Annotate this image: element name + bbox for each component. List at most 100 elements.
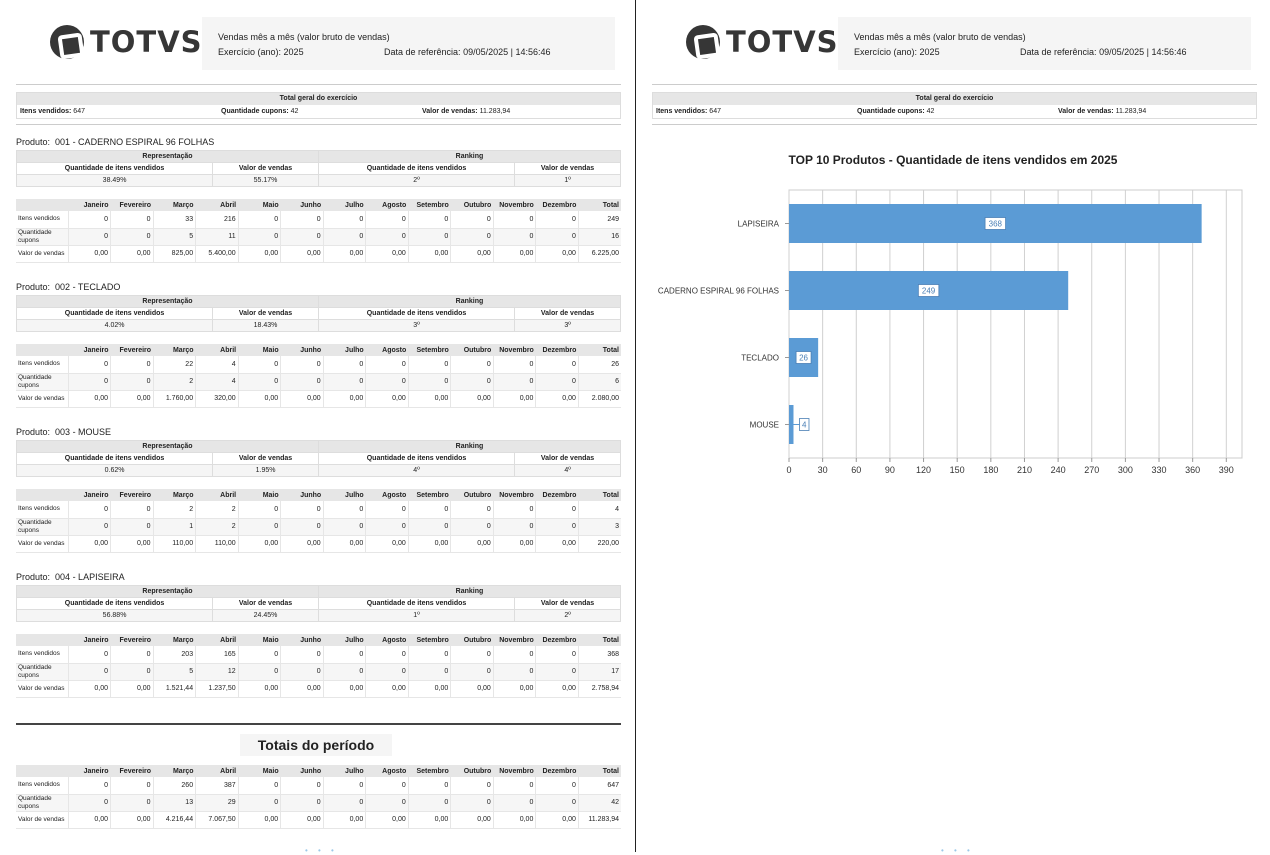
totvs-logo: TOTVS — [50, 25, 203, 59]
value-cell: 0 — [492, 777, 536, 795]
row-label: Quantidade cupons — [16, 373, 68, 391]
period-totals-title: Totais do período — [240, 734, 392, 756]
value-cell: 0 — [365, 518, 409, 536]
rank-qty: 4º — [317, 464, 516, 477]
value-cell: 0 — [365, 228, 409, 246]
totvs-logo-icon — [50, 25, 84, 59]
value-cell: 0 — [110, 501, 154, 519]
month-header: Dezembro — [535, 489, 579, 501]
value-cell: 0,00 — [407, 680, 451, 698]
month-header: Março — [153, 765, 196, 777]
month-header: Março — [153, 489, 196, 501]
data-label-box — [984, 217, 1006, 230]
value-cell: 0,00 — [407, 390, 451, 408]
monthly-table: Janeiro Fevereiro Março Abril Maio Junho Julho… — [16, 199, 621, 263]
value-cell: 0 — [535, 356, 579, 374]
table-row: Itens vendidos 0 0 260 387 0 0 0 0 0 0 0 0 647 — [16, 777, 621, 795]
value-cell: 0 — [535, 646, 579, 664]
ref-date-label: Data de referência: — [384, 47, 461, 57]
value-cell: 0,00 — [322, 390, 366, 408]
month-header: Agosto — [365, 765, 409, 777]
month-header: Agosto — [365, 344, 409, 356]
row-label: Quantidade cupons — [16, 518, 68, 536]
section-divider — [16, 723, 621, 725]
value-cell: 0,00 — [280, 811, 324, 829]
month-header: Dezembro — [535, 634, 579, 646]
page-indicator: • • • — [305, 846, 338, 855]
month-header: Maio — [238, 765, 281, 777]
month-header: Março — [153, 199, 196, 211]
value-cell: 0,00 — [110, 680, 154, 698]
value-cell: 6 — [577, 373, 621, 391]
product-title: Produto: 004 - LAPISEIRA — [16, 572, 125, 582]
value-cell: 0 — [535, 211, 579, 229]
month-header: Outubro — [450, 765, 494, 777]
value-cell: 1 — [152, 518, 196, 536]
totvs-logo: TOTVS — [686, 25, 839, 59]
value-cell: 0,00 — [492, 390, 536, 408]
month-header: Maio — [238, 199, 281, 211]
value-cell: 0 — [365, 373, 409, 391]
value-cell: 0,00 — [237, 390, 281, 408]
value-cell: 0,00 — [365, 535, 409, 553]
value-cell: 0 — [450, 211, 494, 229]
month-header: Fevereiro — [110, 344, 154, 356]
value-cell: 320,00 — [195, 390, 239, 408]
representation-header: Representação — [16, 585, 319, 598]
value-cell: 0,00 — [450, 811, 494, 829]
value-cell: 220,00 — [577, 535, 621, 553]
value-cell: 0,00 — [67, 811, 111, 829]
month-header: Julho — [323, 765, 366, 777]
month-header: Novembro — [493, 199, 536, 211]
product-name: 003 - MOUSE — [55, 427, 112, 437]
value-cell: 0,00 — [67, 680, 111, 698]
value-cell: 0 — [237, 228, 281, 246]
value-cell: 0 — [110, 646, 154, 664]
month-header: Novembro — [493, 765, 536, 777]
month-header: Dezembro — [535, 344, 579, 356]
data-label: 368 — [989, 220, 1003, 229]
month-header: Maio — [238, 634, 281, 646]
value-cell: 0 — [450, 646, 494, 664]
x-tick-label: 270 — [1084, 465, 1099, 475]
value-cell: 0,00 — [535, 245, 579, 263]
value-cell: 110,00 — [195, 535, 239, 553]
row-label: Quantidade cupons — [16, 663, 68, 681]
rep-value: 55.17% — [212, 174, 319, 187]
value-cell: 0,00 — [407, 535, 451, 553]
y-category-label: LAPISEIRA — [738, 220, 780, 229]
row-label: Itens vendidos — [16, 211, 68, 229]
report-title: Vendas mês a mês (valor bruto de vendas) — [854, 32, 1026, 42]
product-title: Produto: 003 - MOUSE — [16, 427, 111, 437]
month-header: Novembro — [493, 634, 536, 646]
value-cell: 0,00 — [535, 680, 579, 698]
value-cell: 0,00 — [110, 535, 154, 553]
summary-title: Total geral do exercício — [653, 93, 1256, 105]
corner-cell — [16, 344, 68, 356]
representation-header: Representação — [16, 295, 319, 308]
value-cell: 0,00 — [450, 680, 494, 698]
divider — [652, 124, 1257, 125]
row-label: Valor de vendas — [16, 390, 68, 408]
value-cell: 12 — [195, 663, 239, 681]
value-cell: 0 — [237, 501, 281, 519]
col-header: Valor de vendas — [212, 452, 319, 465]
rep-qty: 38.49% — [15, 174, 214, 187]
row-label: Itens vendidos — [16, 646, 68, 664]
value-cell: 0 — [535, 794, 579, 812]
value-cell: 0 — [322, 518, 366, 536]
page-indicator: • • • — [941, 846, 974, 855]
value-cell: 5 — [152, 663, 196, 681]
col-header: Valor de vendas — [514, 597, 621, 610]
product-title: Produto: 002 - TECLADO — [16, 282, 120, 292]
value-cell: 0 — [67, 777, 111, 795]
value-cell: 0,00 — [365, 390, 409, 408]
value-cell: 0 — [407, 373, 451, 391]
value-cell: 0 — [450, 518, 494, 536]
value-cell: 387 — [195, 777, 239, 795]
table-row: Valor de vendas 0,00 0,00 1.760,00 320,00 0,0… — [16, 390, 621, 408]
value-cell: 647 — [577, 777, 621, 795]
bar-chart: 0 30 60 90 120 150 180 210 240 270 300 330 360 390 LAP… — [658, 189, 1243, 475]
totvs-logo-icon — [686, 25, 720, 59]
month-header: Setembro — [408, 489, 451, 501]
